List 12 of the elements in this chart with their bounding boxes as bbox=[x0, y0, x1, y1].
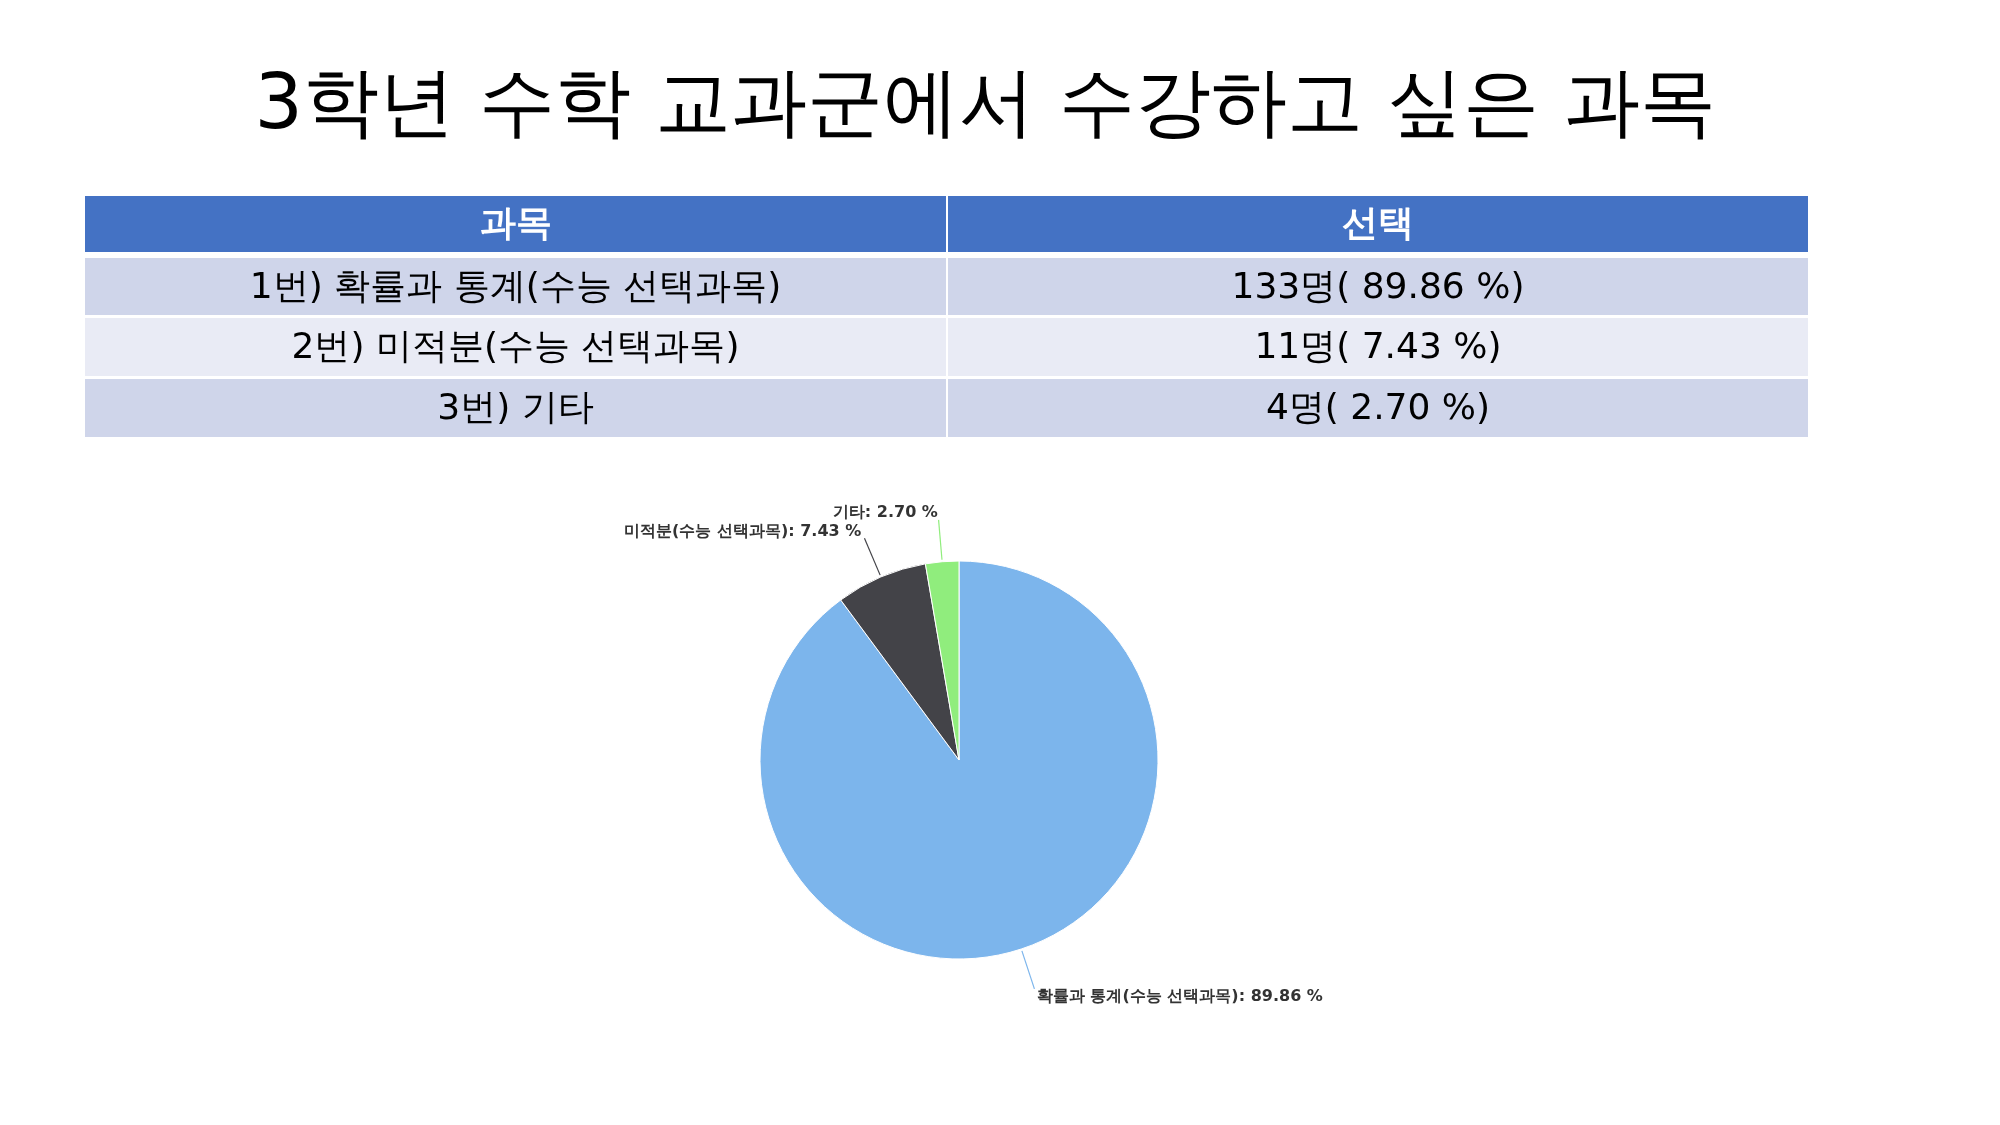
slice-label: 기타: 2.70 % bbox=[832, 501, 938, 521]
slice-label: 미적분(수능 선택과목): 7.43 % bbox=[624, 520, 862, 540]
slice-label: 확률과 통계(수능 선택과목): 89.86 % bbox=[1036, 986, 1323, 1006]
text: 11명( 7.43 %) bbox=[1254, 325, 1502, 366]
text: 1번) 확률과 통계(수능 선택과목) bbox=[249, 264, 782, 306]
chart-title: 3학년 수학 교과군에서 수강하고 싶은 과목 bbox=[254, 57, 1716, 146]
text: 4명( 2.70 %) bbox=[1265, 386, 1491, 427]
text: 2번) 미적분(수능 선택과목) bbox=[291, 325, 740, 366]
text: 3번) 기타 bbox=[437, 386, 594, 427]
text: 선택 bbox=[1342, 202, 1414, 243]
text: 과목 bbox=[479, 202, 552, 243]
text: 133명( 89.86 %) bbox=[1231, 264, 1525, 306]
